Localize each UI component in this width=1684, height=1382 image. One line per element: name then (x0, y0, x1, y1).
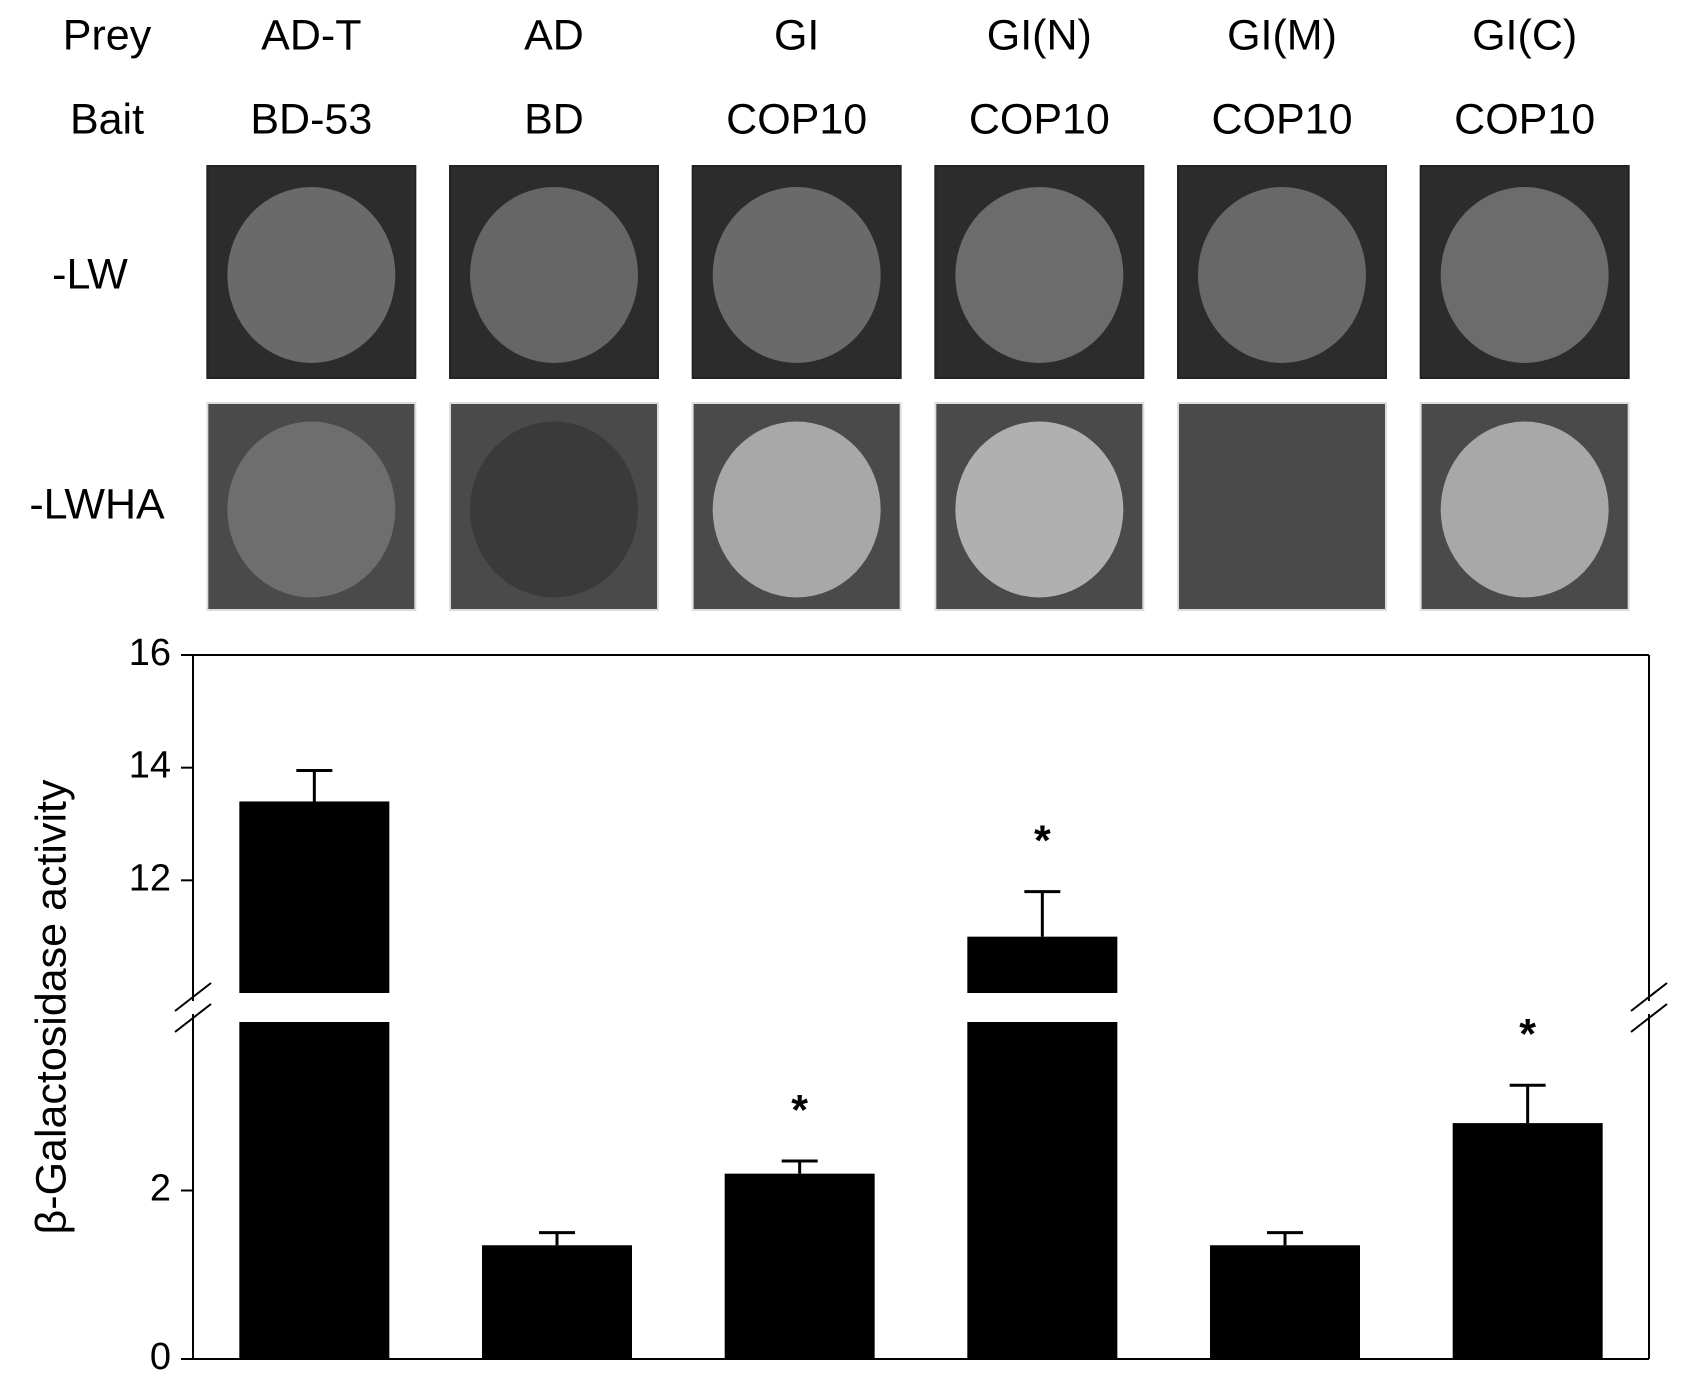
bait-label: BD-53 (250, 95, 372, 143)
axis-break (1630, 1003, 1668, 1033)
y-tick-label: 2 (150, 1168, 171, 1210)
bait-label: COP10 (1211, 95, 1352, 143)
significance-mark: * (1034, 817, 1051, 865)
bar (1452, 1123, 1603, 1359)
bait-label: COP10 (726, 95, 867, 143)
prey-row-label: Prey (63, 11, 152, 59)
significance-mark: * (791, 1086, 808, 1134)
prey-label: AD-T (261, 11, 361, 59)
significance-mark: * (1519, 1011, 1536, 1059)
colony (470, 421, 638, 598)
bar-upper (239, 801, 390, 993)
prey-label: GI(C) (1472, 11, 1577, 59)
y-tick-label: 16 (129, 632, 171, 674)
colony (712, 421, 881, 598)
colony (1440, 187, 1609, 363)
bar-upper (967, 936, 1118, 993)
colony (955, 187, 1124, 363)
y-tick-label: 0 (150, 1336, 171, 1378)
bait-label: COP10 (1454, 95, 1595, 143)
y-tick-label: 12 (129, 857, 171, 899)
y-axis-label: β-Galactosidase activity (27, 779, 75, 1234)
colony (1198, 187, 1366, 363)
y-tick-label: 14 (129, 745, 171, 787)
prey-label: AD (524, 11, 584, 59)
colony (712, 187, 881, 363)
bar (1210, 1245, 1360, 1359)
colony (227, 187, 396, 363)
axis-break (174, 982, 212, 1012)
bar-lower (967, 1022, 1118, 1359)
colony (1440, 421, 1609, 598)
colony (1198, 421, 1366, 598)
axis-break (174, 1003, 212, 1033)
colony (227, 421, 396, 598)
prey-label: GI(M) (1227, 11, 1337, 59)
panel-row-label: -LWHA (29, 480, 165, 528)
colony (955, 421, 1124, 598)
prey-label: GI (774, 11, 819, 59)
bar (724, 1173, 875, 1359)
prey-label: GI(N) (987, 11, 1092, 59)
bar (482, 1245, 632, 1359)
bait-label: BD (524, 95, 584, 143)
bar-lower (239, 1022, 390, 1359)
colony (470, 187, 638, 363)
bait-label: COP10 (969, 95, 1110, 143)
panel-row-label: -LW (52, 250, 128, 298)
bait-row-label: Bait (70, 95, 144, 143)
axis-break (1630, 982, 1668, 1012)
